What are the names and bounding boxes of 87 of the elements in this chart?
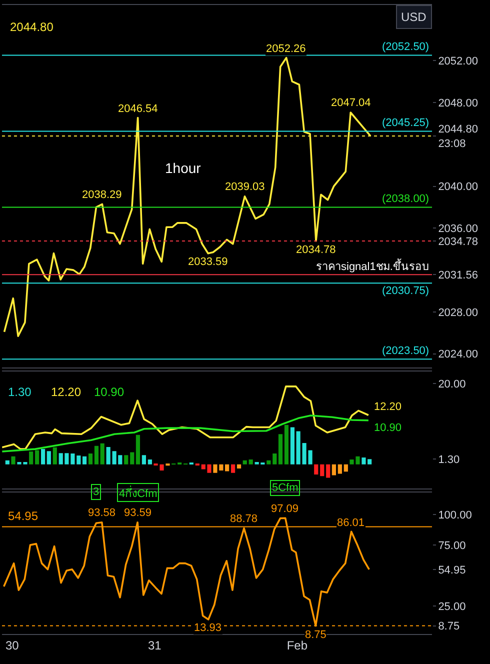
bar [46, 451, 51, 464]
y-tick-label: 2036.00 [438, 223, 478, 236]
y-tick-label: 25.00 [438, 600, 466, 613]
y-tick-label: 75.00 [438, 540, 466, 552]
annotation: 4กึ่งCfm [119, 485, 158, 500]
bar [11, 456, 16, 464]
data-label: 2034.78 [296, 244, 336, 256]
annotation: 1hour [165, 160, 202, 176]
y-tick-label: 100.00 [438, 509, 472, 522]
annotation: 10.90 [374, 422, 402, 434]
line-series [2, 414, 370, 452]
data-label: 93.58 [88, 507, 116, 519]
bar [148, 460, 152, 464]
x-tick-label: 31 [148, 638, 162, 652]
ref-line-label: ราคาsignal1ชม.ขึ้นรอบ [316, 258, 429, 273]
x-tick-label: 30 [5, 638, 20, 652]
ref-line-label: (2023.50) [382, 345, 430, 357]
bar [5, 460, 10, 464]
bar [278, 434, 283, 464]
y-tick-label: 8.75 [438, 620, 460, 633]
bar [314, 464, 318, 474]
y-tick-label: 1.30 [438, 454, 460, 466]
bar [326, 464, 330, 478]
y-tick-label: 54.95 [438, 564, 466, 576]
bar [94, 446, 99, 464]
annotation: 12.20 [374, 401, 402, 413]
data-label: 2052.26 [266, 43, 306, 55]
ref-line-label: (2030.75) [382, 285, 430, 297]
y-tick-label: 2044.80 23:08 [438, 124, 478, 150]
ref-line-label: (2045.25) [382, 117, 430, 129]
data-label: 2038.29 [82, 189, 122, 201]
y-tick-label: 2048.00 [438, 97, 478, 110]
bar [236, 464, 242, 468]
y-tick-label: 2031.56 [438, 270, 478, 282]
y-tick-label: 2034.78 [438, 236, 478, 248]
bar [320, 464, 324, 476]
y-tick-label: 2024.00 [438, 348, 478, 361]
annotation: 12.20 [51, 385, 82, 399]
data-label: 8.75 [305, 629, 326, 641]
line-series [2, 386, 370, 450]
bar [82, 456, 87, 464]
annotation: 3 [93, 486, 100, 498]
data-label: 93.59 [124, 507, 152, 519]
y-tick-label: 2040.00 [438, 181, 478, 194]
bar [130, 452, 134, 464]
bar [272, 453, 277, 464]
bar [338, 464, 342, 474]
bar [52, 447, 57, 464]
bar [266, 460, 271, 464]
ref-line-label: (2052.50) [382, 41, 430, 53]
data-label: 13.93 [194, 622, 222, 634]
data-label: 2046.54 [118, 103, 158, 115]
bar [106, 447, 110, 464]
bar [136, 434, 140, 464]
bar [124, 455, 128, 464]
bar [142, 455, 146, 464]
ref-line-label: (2038.00) [382, 193, 430, 205]
data-label: 97.09 [271, 503, 299, 515]
data-label: 2047.04 [331, 97, 371, 109]
y-tick-label: 20.00 [438, 378, 466, 390]
annotation: USD [401, 10, 427, 24]
bar [248, 460, 253, 464]
data-label: 88.78 [230, 513, 258, 525]
bar [332, 464, 336, 476]
bar [296, 431, 300, 464]
bar [88, 453, 93, 464]
annotation: 54.95 [8, 509, 38, 523]
y-tick-label: 2052.00 [438, 55, 478, 68]
x-tick-label: Feb [286, 638, 308, 652]
bar [284, 424, 289, 464]
data-label: 86.01 [337, 517, 365, 529]
annotation: 10.90 [94, 385, 124, 399]
annotation: 1.30 [8, 385, 32, 399]
bar [290, 427, 295, 464]
bar [100, 443, 104, 464]
bar [76, 456, 81, 464]
bar [230, 464, 236, 473]
y-tick-label: 2028.00 [438, 306, 478, 319]
data-label: 2033.59 [188, 256, 228, 268]
bar [344, 464, 348, 472]
bar [29, 451, 34, 464]
bar [242, 460, 247, 464]
annotation: 5Cfm [272, 482, 298, 494]
bar [41, 449, 46, 464]
data-label: 2039.03 [225, 181, 265, 193]
bar [35, 450, 40, 464]
annotation: 2044.80 [10, 20, 54, 34]
